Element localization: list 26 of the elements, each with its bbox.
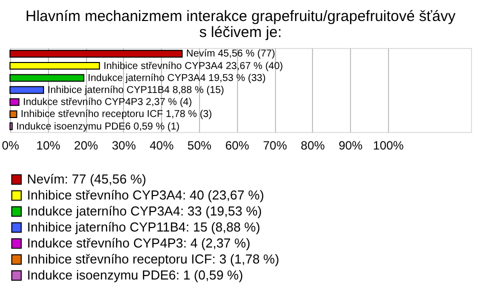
x-tick-label: 80%	[300, 138, 326, 152]
x-tick-label: 30%	[112, 138, 136, 152]
x-tick-label: 100%	[373, 138, 404, 152]
x-tick-label: 10%	[36, 138, 61, 152]
chart-title: Hlavním mechanizmem interakce grapefruitu/grapefruitové šťávy s léčivem je:	[26, 8, 456, 41]
x-tick-label: 20%	[74, 138, 98, 152]
legend-label: Indukce jaterního CYP3A4: 33 (19,53 %)	[27, 204, 262, 218]
data-label: Inhibice střevního receptoru ICF 1,78 % (3)	[20, 109, 212, 120]
x-tick-label: 60%	[225, 138, 250, 152]
x-tick-label: 50%	[187, 138, 212, 152]
legend-label: Indukce isoenzymu PDE6: 1 (0,59 %)	[27, 268, 244, 282]
x-tick-label: 40%	[150, 138, 174, 152]
legend-label: Indukce střevního CYP4P3: 4 (2,37 %)	[27, 236, 250, 250]
legend-label: Inhibice střevního receptoru ICF: 3 (1,78 %)	[27, 252, 280, 266]
data-label: Inhibice střevního CYP3A4 23,67 % (40)	[103, 60, 283, 72]
data-label: Inhibice jaterního CYP11B4 8,88 % (15)	[48, 85, 224, 96]
legend-label: Nevím: 77 (45,56 %)	[27, 172, 146, 186]
x-tick-label: 0%	[2, 138, 20, 152]
data-label: Indukce jaterního CYP3A4 19,53 % (33)	[88, 72, 266, 84]
x-tick-label: 90%	[338, 138, 363, 152]
legend-label: Inhibice střevního CYP3A4: 40 (23,67 %)	[27, 188, 264, 202]
x-tick-label: 70%	[262, 138, 288, 152]
legend-label: Inhibice jaterního CYP11B4: 15 (8,88 %)	[27, 220, 260, 234]
data-label: Nevím 45,56 % (77)	[186, 48, 276, 60]
data-label: Indukce isoenzymu PDE6 0,59 % (1)	[16, 121, 180, 132]
data-label: Indukce střevního CYP4P3 2,37 % (4)	[22, 97, 192, 108]
